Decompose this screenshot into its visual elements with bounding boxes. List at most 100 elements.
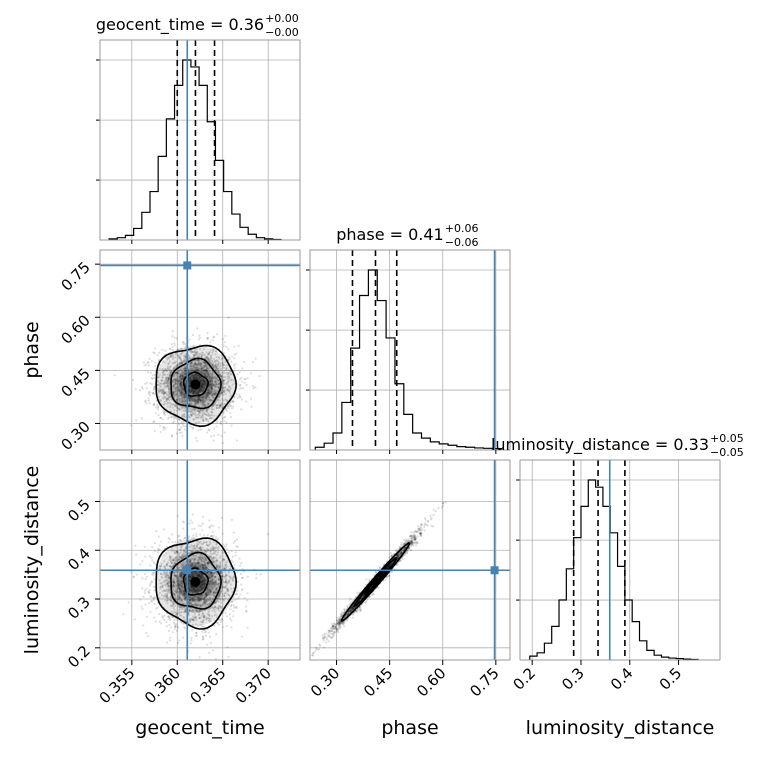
sample-point [214,575,217,578]
sample-point [184,356,187,359]
sample-point [188,402,191,405]
sample-point [145,363,148,366]
sample-point [178,614,182,617]
sample-point [132,576,135,579]
sample-point [207,352,210,355]
sample-point [169,559,172,562]
sample-point [221,363,224,366]
sample-point [197,401,200,404]
sample-point [143,545,146,548]
sample-point [202,353,205,357]
sample-point [184,395,187,398]
sample-point [206,591,210,594]
sample-point [197,611,201,614]
sample-point [178,591,181,594]
sample-point [179,375,182,379]
sample-point [181,392,184,395]
sample-point [235,538,239,541]
sample-point [200,402,204,405]
sample-point [211,365,215,368]
sample-point [145,575,148,578]
sample-point [190,374,193,377]
sample-point [168,398,171,402]
sample-point [191,562,194,565]
sample-point [198,390,201,393]
sample-point [195,416,198,420]
sample-point [211,376,214,379]
sample-point [170,415,173,419]
sample-point [200,577,203,581]
sample-point [190,397,193,400]
sample-point [149,371,152,374]
sample-point [201,379,205,382]
sample-point [199,577,202,580]
sample-point [169,354,172,357]
sample-point [168,615,171,619]
sample-point [184,618,187,622]
sample-point [414,537,417,540]
sample-point [162,403,165,406]
sample-point [173,383,176,386]
sample-point [174,389,178,392]
sample-point [165,620,168,624]
sample-point [201,588,204,591]
sample-point [202,566,205,569]
sample-point [201,638,204,641]
sample-point [190,588,193,592]
sample-point [187,363,191,366]
sample-point [222,389,225,392]
sample-point [223,363,226,367]
sample-point [169,565,172,568]
sample-point [193,400,197,403]
sample-point [224,584,228,588]
sample-point [175,383,178,386]
sample-point [200,378,203,382]
sample-point [346,613,349,616]
sample-point [204,398,207,401]
sample-point [211,395,214,398]
sample-point [196,363,199,366]
sample-point [165,574,168,577]
sample-point [161,376,164,379]
sample-point [204,405,207,408]
sample-point [226,375,229,378]
sample-point [165,381,168,384]
sample-point [180,593,183,596]
sample-point [188,575,191,578]
sample-point [169,355,172,358]
sample-point [215,355,218,359]
sample-point [198,354,201,357]
sample-point [205,594,208,597]
sample-point [162,368,165,371]
sample-point [181,423,185,426]
sample-point [176,552,179,555]
sample-point [238,557,241,560]
sample-point [200,381,203,385]
sample-point [192,398,196,401]
sample-point [211,393,214,396]
sample-point [182,341,185,344]
sample-point [188,549,191,552]
sample-point [206,571,209,574]
sample-point [220,371,223,374]
sample-point [130,570,133,573]
sample-point [418,532,421,535]
sample-point [199,400,202,404]
sample-point [207,373,210,376]
sample-point [230,373,233,376]
sample-point [193,376,196,380]
sample-point [225,565,228,568]
sample-point [225,624,228,628]
sample-point [203,364,206,367]
sample-point [163,391,166,395]
sample-point [199,352,202,356]
sample-point [232,599,235,602]
sample-point [155,406,158,409]
contour-line [170,551,222,610]
sample-point [171,540,174,544]
sample-point [202,404,205,407]
sample-point [214,385,218,388]
sample-point [164,390,167,394]
sample-point [178,583,182,587]
sample-point [203,601,206,604]
